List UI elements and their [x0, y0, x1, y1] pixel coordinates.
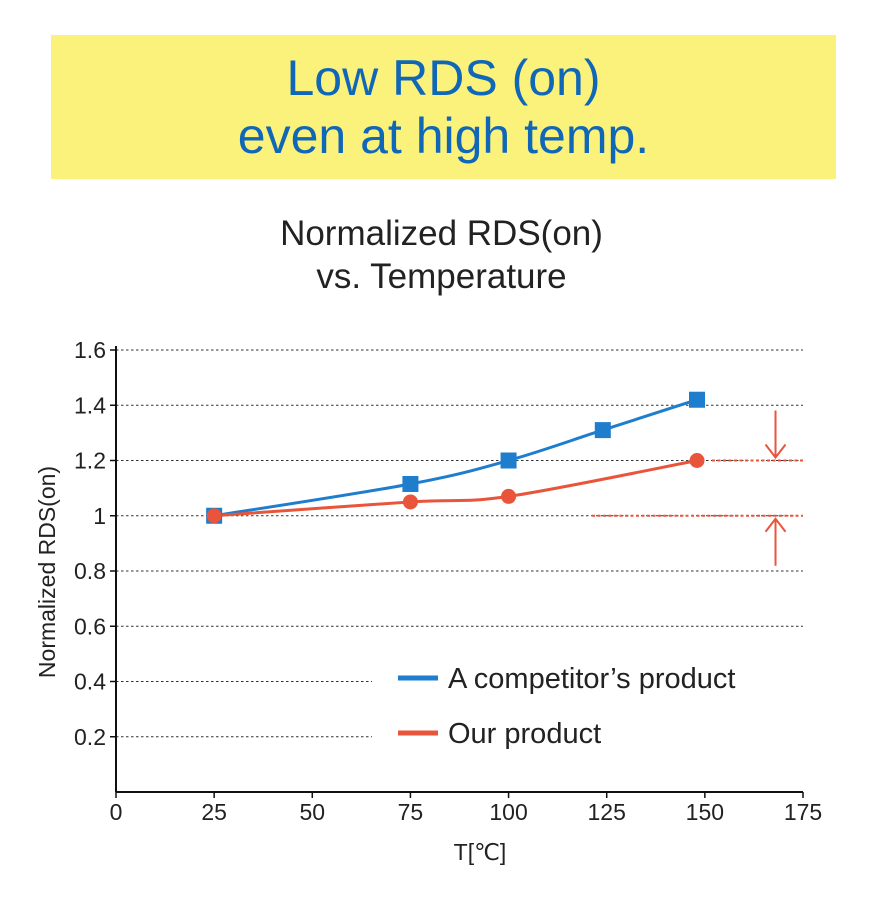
series-line-competitor [213, 398, 698, 518]
marker-ours-3 [689, 453, 705, 468]
marker-ours-1 [402, 494, 418, 510]
x-tick-label-5: 125 [588, 799, 626, 825]
y-tick-label-6: 1.4 [74, 392, 106, 418]
marker-competitor-2 [500, 452, 517, 469]
arrow-down-head [764, 443, 787, 460]
y-tick-label-1: 0.4 [74, 669, 106, 695]
marker-competitor-4 [689, 391, 706, 408]
headline-line-2: even at high temp. [237, 108, 650, 164]
marker-ours-2 [501, 488, 517, 504]
chart-title-line-1: Normalized RDS(on) [280, 214, 603, 253]
series-line-ours [214, 459, 698, 518]
headline-line-1: Low RDS (on) [286, 50, 601, 106]
x-tick-label-2: 50 [299, 799, 325, 825]
x-tick-label-0: 0 [110, 799, 123, 825]
chart-title-line-2: vs. Temperature [316, 257, 567, 296]
marker-ours-0 [206, 508, 222, 524]
legend-label-competitor: A competitor’s product [448, 663, 735, 695]
x-axis-label: T[℃] [454, 839, 507, 865]
x-tick-label-7: 175 [784, 799, 822, 825]
x-tick-label-1: 25 [201, 799, 227, 825]
y-tick-label-3: 0.8 [74, 558, 106, 584]
arrow-up-head [764, 517, 787, 533]
headline-banner: Low RDS (on) even at high temp. [51, 35, 836, 179]
legend-label-ours: Our product [448, 718, 601, 750]
y-tick-label-7: 1.6 [74, 337, 106, 363]
y-tick-label-5: 1.2 [74, 448, 106, 474]
marker-competitor-3 [594, 422, 611, 439]
x-tick-label-3: 75 [398, 799, 424, 825]
x-tick-label-4: 100 [489, 799, 527, 825]
y-tick-label-0: 0.2 [74, 724, 106, 750]
y-tick-label-2: 0.6 [74, 613, 106, 639]
x-tick-label-6: 150 [686, 799, 724, 825]
y-tick-label-4: 1 [93, 503, 106, 529]
y-axis-label: Normalized RDS(on) [34, 466, 60, 678]
marker-competitor-1 [402, 475, 419, 492]
